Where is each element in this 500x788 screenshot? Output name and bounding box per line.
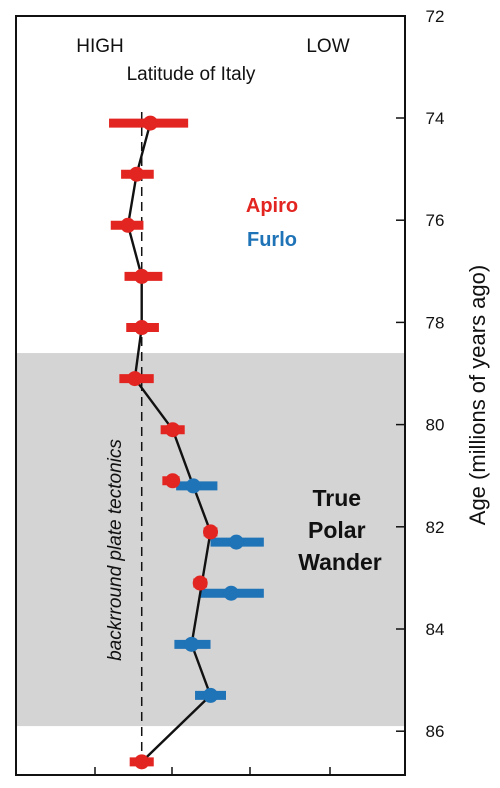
apiro-point bbox=[192, 575, 208, 591]
tpw-label: True Polar Wander bbox=[298, 485, 382, 575]
y-tick-label: 80 bbox=[426, 416, 445, 435]
tpw-line-3: Wander bbox=[298, 549, 382, 575]
legend: Apiro Furlo bbox=[246, 195, 298, 251]
furlo-point bbox=[223, 585, 239, 601]
y-tick-label: 72 bbox=[426, 7, 445, 26]
y-tick-label: 84 bbox=[426, 620, 445, 639]
apiro-point bbox=[142, 115, 158, 131]
connecting-line bbox=[126, 122, 212, 763]
y-tick-label: 86 bbox=[426, 722, 445, 741]
apiro-point bbox=[134, 268, 150, 284]
x-high-label: HIGH bbox=[76, 36, 124, 57]
plot-frame bbox=[15, 15, 406, 776]
x-ticks bbox=[94, 767, 331, 775]
apiro-point bbox=[127, 371, 143, 387]
tpw-line-1: True bbox=[313, 485, 362, 511]
chart-title: Latitude of Italy bbox=[127, 64, 256, 85]
y-tick-label: 82 bbox=[426, 518, 445, 537]
legend-furlo: Furlo bbox=[247, 229, 297, 251]
apiro-point bbox=[134, 320, 150, 336]
y-axis-ticks: 72 74 76 78 80 82 84 86 bbox=[396, 7, 444, 741]
furlo-point bbox=[184, 636, 200, 652]
y-tick-label: 76 bbox=[426, 211, 445, 230]
y-axis-label: Age (millions of years ago) bbox=[465, 265, 490, 525]
y-tick-label: 74 bbox=[426, 109, 445, 128]
legend-apiro: Apiro bbox=[246, 195, 298, 217]
apiro-point bbox=[129, 166, 145, 182]
x-low-label: LOW bbox=[306, 36, 349, 57]
furlo-point bbox=[185, 478, 201, 494]
furlo-point bbox=[228, 534, 244, 550]
tpw-line-2: Polar bbox=[308, 517, 366, 543]
background-plate-tectonics-label: backrround plate tectonics bbox=[105, 439, 126, 661]
apiro-point bbox=[165, 422, 181, 438]
apiro-point bbox=[203, 524, 219, 540]
apiro-point bbox=[120, 217, 136, 233]
furlo-point bbox=[203, 687, 219, 703]
data-points bbox=[120, 115, 244, 770]
y-tick-label: 78 bbox=[426, 313, 445, 332]
apiro-point bbox=[165, 473, 181, 489]
apiro-point bbox=[134, 754, 150, 770]
true-polar-wander-band bbox=[16, 353, 405, 727]
